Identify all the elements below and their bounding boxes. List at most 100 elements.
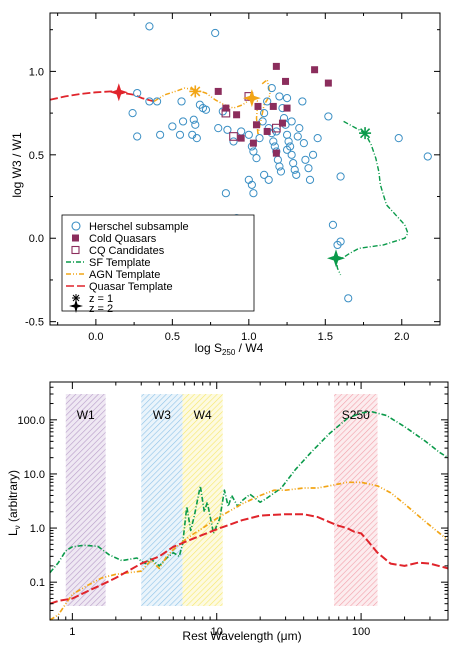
point-herschel (221, 189, 230, 198)
scatter-ylabel: log W3 / W1 (10, 132, 24, 198)
point-herschel (290, 165, 299, 174)
legend-label-cold-quasars: Cold Quasars (89, 233, 157, 245)
marker-z2 (327, 249, 345, 268)
scatter-ytick-label: -0.5 (25, 317, 44, 329)
point-herschel (201, 105, 211, 114)
point-cq-candidate (221, 108, 231, 118)
point-cold-quasar (311, 66, 319, 74)
sed-curve-sf-template (49, 411, 449, 574)
scatter-xtick-label: 1.5 (318, 331, 333, 343)
point-herschel (292, 170, 301, 179)
band-label-w1: W1 (77, 408, 95, 422)
sed-ytick-label: 100.0 (17, 415, 45, 427)
scatter-xtick-label: 0.5 (165, 331, 180, 343)
point-herschel (189, 115, 198, 124)
point-herschel (211, 28, 220, 38)
point-herschel (145, 22, 154, 31)
sed-xlabel: Rest Wavelength (μm) (182, 629, 301, 643)
scatter-points (128, 22, 432, 303)
point-herschel (289, 159, 298, 168)
scatter-xlabel-sub: 250 (222, 348, 236, 357)
point-herschel (260, 109, 269, 118)
point-herschel (244, 175, 253, 184)
legend-symbol-cq-candidates (71, 245, 80, 255)
template-tracks (49, 78, 409, 276)
sed-plot-frame (49, 381, 449, 621)
point-cold-quasar (263, 127, 271, 135)
point-cold-quasar (222, 104, 230, 112)
point-herschel (287, 150, 296, 159)
marker-z2 (109, 83, 128, 102)
marker-z1 (189, 85, 202, 98)
sed-xtick-label: 10 (211, 626, 223, 638)
point-herschel (287, 117, 296, 126)
scatter-xlabel: log S250 / W4 (195, 341, 264, 357)
track-agn-template (153, 78, 271, 136)
point-herschel (128, 109, 137, 118)
point-herschel (177, 97, 186, 106)
point-herschel (214, 124, 223, 133)
point-herschel (275, 162, 284, 171)
legend-symbol-z2 (69, 299, 83, 313)
sed-ylabel-sub: ν (13, 525, 22, 529)
sed-curve-quasar-template (49, 513, 449, 605)
redshift-markers (109, 83, 372, 268)
point-herschel (255, 134, 264, 143)
point-cold-quasar (282, 77, 290, 85)
point-cold-quasar (272, 149, 280, 157)
point-herschel (282, 130, 292, 139)
point-herschel (192, 134, 201, 143)
sed-xtick-label: 1 (69, 626, 75, 638)
track-sf-template (335, 120, 409, 276)
sed-xtick-label: 100 (352, 626, 370, 638)
legend-box (61, 214, 255, 312)
point-cold-quasar (324, 79, 332, 87)
point-cold-quasar (237, 134, 245, 142)
point-herschel (252, 154, 261, 163)
point-herschel (344, 294, 353, 303)
scatter-xtick-label: 1.0 (241, 331, 256, 343)
point-herschel (299, 139, 308, 148)
point-herschel (324, 112, 333, 121)
track-quasar-template (49, 90, 155, 103)
point-herschel (191, 120, 200, 129)
point-herschel (133, 132, 142, 141)
legend-label-agn: AGN Template (89, 269, 160, 281)
point-herschel (249, 147, 258, 156)
point-herschel (308, 150, 318, 159)
scatter-ytick-label: 0.0 (29, 233, 44, 245)
point-herschel (237, 127, 246, 136)
point-herschel (423, 152, 432, 161)
scatter-legend: Herschel subsample Cold Quasars CQ Candi… (61, 214, 255, 315)
point-herschel (156, 130, 165, 139)
point-herschel (270, 142, 279, 151)
legend-symbol-herschel (71, 221, 81, 231)
point-herschel (313, 134, 322, 143)
band-label-w4: W4 (194, 408, 212, 422)
legend-label-z2: z = 2 (89, 303, 113, 315)
point-herschel (336, 237, 345, 246)
scatter-xlabel-main: log S (195, 341, 222, 355)
point-herschel (275, 92, 284, 101)
legend-label-herschel: Herschel subsample (89, 221, 189, 233)
point-herschel (152, 97, 162, 106)
legend-label-quasar: Quasar Template (89, 281, 173, 293)
point-herschel (258, 117, 267, 126)
legend-label-sf: SF Template (89, 257, 151, 269)
sed-ylabel: Lν (arbitrary) (6, 470, 22, 536)
legend-label-z1: z = 1 (89, 293, 113, 305)
point-cold-quasar (269, 102, 277, 110)
point-cold-quasar (278, 119, 286, 127)
point-herschel (304, 164, 313, 173)
point-herschel (293, 132, 302, 141)
point-cold-quasar (252, 121, 260, 129)
point-herschel (175, 130, 185, 139)
point-cq-candidate (229, 132, 238, 141)
point-cold-quasar (254, 102, 262, 110)
legend-label-cq-candidates: CQ Candidates (89, 245, 165, 257)
point-herschel (284, 137, 293, 146)
point-herschel (328, 220, 338, 229)
point-herschel (263, 97, 272, 106)
point-herschel (295, 124, 304, 133)
